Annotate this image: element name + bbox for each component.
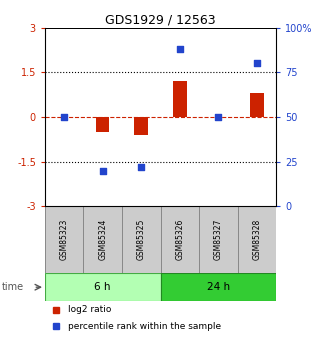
Text: GSM85328: GSM85328	[252, 219, 261, 260]
Point	[139, 164, 144, 170]
Bar	[45, 206, 83, 273]
Bar	[134, 117, 148, 135]
Text: log2 ratio: log2 ratio	[68, 305, 111, 314]
Point	[100, 168, 105, 173]
Bar	[173, 81, 187, 117]
Text: 6 h: 6 h	[94, 282, 111, 292]
Text: GSM85324: GSM85324	[98, 219, 107, 260]
Bar	[238, 206, 276, 273]
Text: 24 h: 24 h	[207, 282, 230, 292]
Bar	[96, 117, 109, 132]
Text: GSM85327: GSM85327	[214, 219, 223, 260]
Text: time: time	[2, 282, 24, 292]
Point	[254, 61, 259, 66]
Point	[216, 114, 221, 120]
Title: GDS1929 / 12563: GDS1929 / 12563	[105, 13, 216, 27]
Point	[177, 46, 182, 52]
Point	[62, 114, 67, 120]
Text: GSM85325: GSM85325	[137, 219, 146, 260]
Bar	[199, 206, 238, 273]
Text: GSM85326: GSM85326	[175, 219, 184, 260]
Bar	[160, 206, 199, 273]
Text: GSM85323: GSM85323	[60, 219, 69, 260]
Bar	[250, 92, 264, 117]
Bar	[122, 206, 160, 273]
Bar	[45, 273, 160, 301]
Text: percentile rank within the sample: percentile rank within the sample	[68, 322, 221, 331]
Bar	[83, 206, 122, 273]
Bar	[160, 273, 276, 301]
